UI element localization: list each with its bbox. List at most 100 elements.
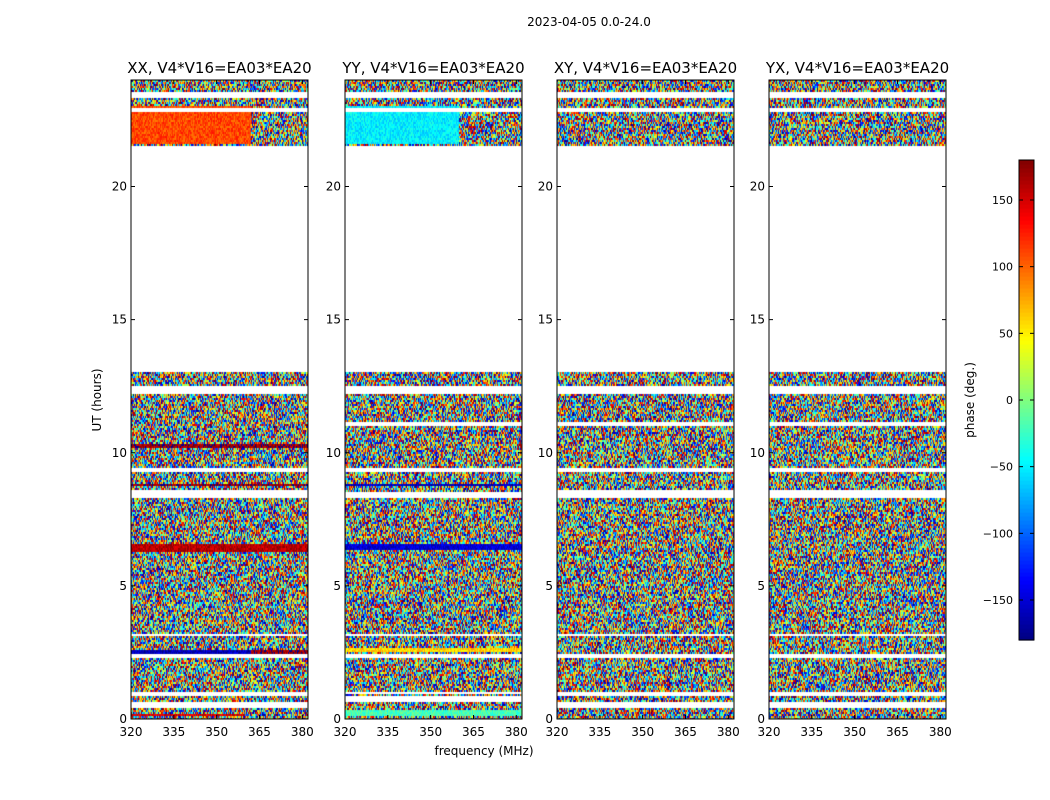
colorbar-segment [1019,592,1034,597]
colorbar-segment [1019,636,1034,641]
x-tick-label: 365 [886,725,909,739]
colorbar-segment [1019,288,1034,293]
colorbar-segment [1019,496,1034,501]
colorbar-segment [1019,272,1034,277]
x-tick-label: 380 [505,725,528,739]
colorbar-segment [1019,568,1034,573]
colorbar-segment [1019,384,1034,389]
x-tick-label: 380 [929,725,952,739]
panel-title: YX, V4*V16=EA03*EA20 [765,59,949,77]
x-tick-label: 335 [376,725,399,739]
colorbar-segment [1019,324,1034,329]
plot-frame [768,79,947,720]
x-tick-label: 320 [120,725,143,739]
colorbar-segment [1019,476,1034,481]
y-tick-label: 0 [757,712,765,726]
colorbar-segment [1019,472,1034,477]
colorbar-segment [1019,612,1034,617]
colorbar-segment [1019,624,1034,629]
colorbar-segment [1019,388,1034,393]
colorbar-segment [1019,304,1034,309]
figure-title: 2023-04-05 0.0-24.0 [527,15,651,29]
colorbar-segment [1019,320,1034,325]
colorbar-segment [1019,260,1034,265]
colorbar-tick-label: 150 [992,194,1013,207]
y-tick-label: 10 [750,446,765,460]
colorbar-segment [1019,160,1034,165]
colorbar: −150 −100 −50 0 50 100 150 [983,159,1035,641]
colorbar-segment [1019,356,1034,361]
colorbar-segment [1019,508,1034,513]
x-tick-label: 350 [631,725,654,739]
colorbar-segment [1019,188,1034,193]
colorbar-segment [1019,372,1034,377]
colorbar-segment [1019,276,1034,281]
colorbar-segment [1019,172,1034,177]
colorbar-segment [1019,244,1034,249]
x-tick-label: 350 [843,725,866,739]
colorbar-segment [1019,396,1034,401]
colorbar-segment [1019,284,1034,289]
colorbar-segment [1019,424,1034,429]
colorbar-tick-label: 100 [992,261,1013,274]
y-tick-label: 0 [545,712,553,726]
colorbar-label: phase (deg.) [963,362,977,438]
colorbar-segment [1019,512,1034,517]
colorbar-segment [1019,440,1034,445]
panel-title: XY, V4*V16=EA03*EA20 [554,59,737,77]
x-tick-label: 320 [334,725,357,739]
y-tick-label: 20 [326,180,341,194]
heatmap-image [769,80,946,719]
colorbar-segment [1019,380,1034,385]
panel-4: YX, V4*V16=EA03*EA20 320 335 350 365 380 0 5 10 1… [750,59,952,739]
colorbar-segment [1019,464,1034,469]
colorbar-segment [1019,220,1034,225]
colorbar-segment [1019,436,1034,441]
colorbar-segment [1019,204,1034,209]
colorbar-segment [1019,292,1034,297]
x-tick-label: 365 [248,725,271,739]
colorbar-tick-label: −150 [983,594,1013,607]
x-tick-label: 380 [291,725,314,739]
colorbar-tick-label: −100 [983,527,1013,540]
colorbar-segment [1019,600,1034,605]
y-tick-label: 10 [112,446,127,460]
colorbar-segment [1019,348,1034,353]
colorbar-segment [1019,468,1034,473]
colorbar-segment [1019,412,1034,417]
colorbar-segment [1019,344,1034,349]
plot-frame [130,79,309,720]
colorbar-tick-label: 50 [999,327,1013,340]
colorbar-segment [1019,552,1034,557]
y-tick-label: 5 [119,579,127,593]
heatmap-image [345,80,522,719]
colorbar-segment [1019,532,1034,537]
colorbar-segment [1019,564,1034,569]
colorbar-segment [1019,316,1034,321]
colorbar-segment [1019,212,1034,217]
colorbar-segment [1019,608,1034,613]
colorbar-segment [1019,368,1034,373]
y-tick-label: 5 [757,579,765,593]
colorbar-segment [1019,604,1034,609]
colorbar-segment [1019,448,1034,453]
colorbar-segment [1019,240,1034,245]
colorbar-segment [1019,376,1034,381]
colorbar-segment [1019,456,1034,461]
x-tick-label: 320 [546,725,569,739]
y-axis-label: UT (hours) [90,368,104,431]
colorbar-segment [1019,184,1034,189]
y-tick-label: 5 [333,579,341,593]
colorbar-segment [1019,400,1034,405]
colorbar-segment [1019,432,1034,437]
colorbar-segment [1019,588,1034,593]
colorbar-segment [1019,428,1034,433]
colorbar-segment [1019,252,1034,257]
colorbar-segment [1019,328,1034,333]
colorbar-segment [1019,332,1034,337]
colorbar-segment [1019,232,1034,237]
x-tick-label: 365 [674,725,697,739]
y-tick-label: 5 [545,579,553,593]
colorbar-segment [1019,364,1034,369]
